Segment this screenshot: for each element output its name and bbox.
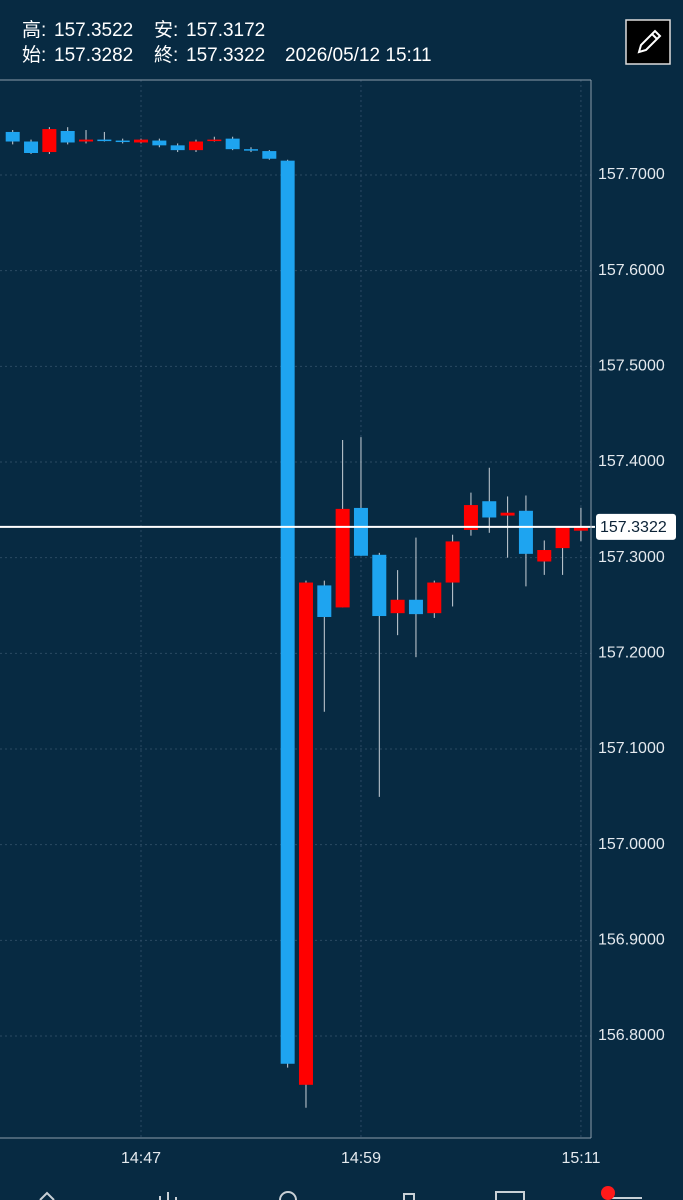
- nav-icon[interactable]: [159, 1192, 177, 1200]
- y-tick-label: 157.7000: [598, 166, 665, 183]
- open-label: 始:: [22, 44, 46, 66]
- y-tick-label: 157.4000: [598, 453, 665, 470]
- y-tick-label: 157.5000: [598, 358, 665, 375]
- datetime: 2026/05/12 15:11: [285, 45, 432, 66]
- candle-body: [335, 508, 350, 608]
- candle-body: [189, 141, 203, 151]
- low-value: 157.3172: [186, 20, 265, 41]
- y-tick-label: 157.1000: [598, 740, 665, 757]
- candle-body: [280, 160, 295, 1064]
- candle-body: [482, 501, 497, 518]
- candle-body: [555, 527, 570, 549]
- candle-body: [390, 599, 405, 614]
- y-tick-label: 157.6000: [598, 262, 665, 279]
- bottom-nav: [39, 1186, 642, 1200]
- nav-icon[interactable]: [495, 1191, 525, 1200]
- candle-body: [134, 139, 149, 143]
- high-label: 高:: [22, 19, 46, 41]
- candle-body: [573, 526, 588, 531]
- candle-body: [500, 512, 515, 516]
- nav-icon[interactable]: [39, 1191, 55, 1200]
- low-label: 安:: [154, 19, 178, 41]
- candle-body: [463, 505, 478, 530]
- candle-body: [97, 139, 112, 142]
- candle-body: [427, 582, 442, 614]
- nav-icon[interactable]: [279, 1191, 297, 1200]
- candle-body: [262, 151, 277, 159]
- x-tick-label: 14:47: [121, 1150, 161, 1167]
- candle-body: [170, 145, 185, 151]
- candle-body: [353, 507, 368, 556]
- candle-body: [225, 138, 240, 150]
- candle-body: [42, 129, 57, 153]
- pencil-icon: [637, 29, 662, 54]
- candle-body: [115, 140, 130, 143]
- candle-body: [243, 149, 258, 151]
- candle-body: [298, 582, 313, 1085]
- close-label: 終:: [154, 44, 178, 66]
- edit-box[interactable]: [625, 19, 671, 65]
- notification-dot: [601, 1186, 615, 1200]
- candle-body: [372, 554, 387, 617]
- candle-body: [60, 130, 75, 143]
- candle-body: [317, 585, 332, 617]
- candle-body: [518, 510, 533, 554]
- header: 高: 157.3522 安: 157.3172 始: 157.3282 終: 1…: [22, 19, 432, 66]
- y-tick-label: 157.3000: [598, 549, 665, 566]
- edit-button[interactable]: [625, 19, 671, 65]
- candle-body: [537, 550, 552, 562]
- open-value: 157.3282: [54, 45, 133, 66]
- candle-body: [408, 599, 423, 615]
- candle-body: [207, 139, 222, 142]
- candle-body: [445, 541, 460, 583]
- candle-body: [24, 141, 39, 153]
- candle-body: [5, 131, 20, 142]
- y-tick-label: 157.2000: [598, 645, 665, 662]
- current-price-label: 157.3322: [600, 519, 667, 536]
- plot-area: [0, 80, 595, 1138]
- nav-icon[interactable]: [403, 1193, 415, 1200]
- current-price-box: [596, 513, 676, 540]
- candle-body: [79, 139, 94, 142]
- y-tick-label: 156.9000: [598, 932, 665, 949]
- x-tick-label: 15:11: [562, 1150, 601, 1167]
- x-tick-label: 14:59: [341, 1150, 381, 1167]
- y-tick-label: 156.8000: [598, 1027, 665, 1044]
- high-value: 157.3522: [54, 20, 133, 41]
- y-tick-label: 157.0000: [598, 836, 665, 853]
- close-value: 157.3322: [186, 45, 265, 66]
- candle-body: [152, 140, 167, 146]
